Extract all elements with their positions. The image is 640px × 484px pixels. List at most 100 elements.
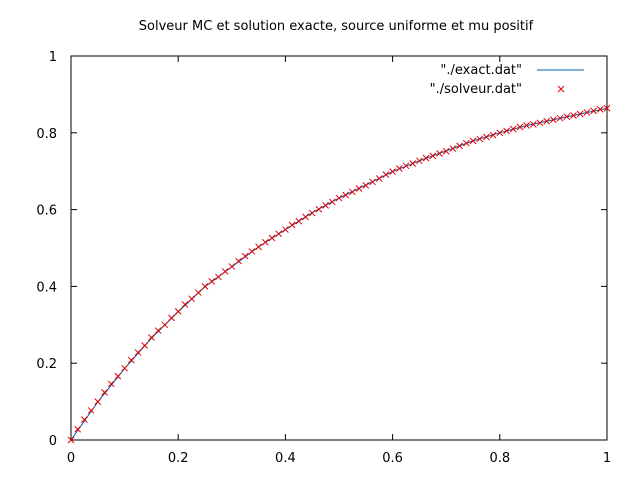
data-point-solveur	[168, 314, 175, 322]
data-point-solveur	[516, 123, 524, 131]
data-point-solveur	[369, 178, 376, 186]
data-point-solveur	[509, 125, 517, 133]
data-point-solveur	[241, 252, 249, 260]
data-point-solveur	[208, 278, 216, 285]
data-point-solveur	[228, 263, 236, 270]
x-tick-label: 1	[603, 451, 611, 466]
data-point-solveur	[389, 168, 396, 175]
data-point-solveur	[395, 165, 403, 172]
data-point-solveur	[349, 188, 356, 196]
x-tick-label: 0.4	[275, 451, 296, 466]
data-point-solveur	[67, 436, 75, 444]
y-tick-label: 1	[49, 50, 57, 65]
data-point-solveur	[570, 112, 577, 119]
data-point-solveur	[101, 389, 108, 396]
data-point-solveur	[282, 226, 289, 233]
data-point-solveur	[556, 114, 564, 122]
data-point-solveur	[590, 107, 597, 115]
data-point-solveur	[603, 104, 611, 112]
y-tick-label: 0.4	[36, 280, 57, 295]
data-point-solveur	[503, 127, 510, 135]
data-point-solveur	[295, 217, 303, 225]
data-point-solveur	[449, 145, 457, 152]
data-point-solveur	[107, 380, 115, 388]
legend-swatch-marker	[557, 85, 565, 93]
data-point-solveur	[188, 295, 195, 303]
data-point-solveur	[402, 162, 410, 170]
data-point-solveur	[235, 257, 242, 265]
legend-label: "./exact.dat"	[440, 63, 522, 78]
x-tick-label: 0.8	[489, 451, 510, 466]
data-point-solveur	[469, 137, 477, 145]
data-point-solveur	[215, 273, 222, 281]
data-point-solveur	[121, 364, 128, 372]
data-point-solveur	[483, 133, 490, 141]
data-point-solveur	[456, 142, 463, 150]
data-point-solveur	[429, 152, 437, 160]
data-point-solveur	[576, 110, 584, 118]
data-point-solveur	[134, 349, 142, 356]
legend: "./exact.dat" "./solveur.dat"	[430, 63, 584, 97]
data-point-solveur	[416, 157, 423, 165]
y-tick-label: 0.8	[36, 127, 57, 142]
data-point-solveur	[496, 129, 504, 137]
data-point-solveur	[161, 321, 169, 329]
data-point-solveur	[523, 122, 530, 129]
data-point-solveur	[221, 268, 229, 275]
x-tick-label: 0	[67, 451, 75, 466]
data-point-solveur	[355, 185, 363, 192]
data-point-solveur	[342, 191, 350, 199]
legend-label: "./solveur.dat"	[430, 82, 522, 97]
data-point-solveur	[596, 106, 604, 113]
data-point-solveur	[248, 248, 256, 255]
data-point-solveur	[261, 238, 269, 246]
data-point-solveur	[148, 334, 155, 341]
y-tick-label: 0	[49, 434, 57, 449]
data-point-solveur	[422, 154, 430, 162]
data-point-solveur	[563, 113, 571, 121]
data-point-solveur	[81, 416, 88, 424]
series-line-exact	[70, 107, 608, 441]
data-point-solveur	[114, 372, 122, 380]
data-point-solveur	[489, 131, 497, 139]
data-point-solveur	[302, 213, 309, 221]
data-point-solveur	[442, 147, 450, 155]
data-point-solveur	[127, 356, 135, 364]
data-point-solveur	[462, 139, 470, 147]
data-point-solveur	[255, 243, 262, 251]
x-tick-label: 0.2	[168, 451, 189, 466]
data-point-solveur	[375, 175, 383, 182]
data-point-solveur	[362, 182, 370, 189]
data-point-solveur	[550, 116, 557, 124]
chart-title: Solveur MC et solution exacte, source un…	[139, 19, 534, 34]
data-point-solveur	[154, 327, 162, 334]
data-point-solveur	[288, 221, 296, 229]
data-point-solveur	[74, 425, 82, 433]
data-point-solveur	[201, 283, 209, 290]
data-point-solveur	[141, 342, 149, 349]
y-tick-label: 0.6	[36, 204, 57, 219]
data-point-solveur	[328, 198, 336, 206]
data-point-solveur	[335, 194, 343, 202]
data-point-solveur	[94, 398, 102, 405]
data-point-solveur	[87, 407, 95, 414]
series-layer	[67, 104, 611, 444]
data-point-solveur	[181, 301, 189, 308]
data-point-solveur	[308, 209, 316, 217]
data-point-solveur	[436, 150, 443, 157]
data-point-solveur	[382, 171, 390, 179]
data-point-solveur	[536, 119, 544, 127]
data-point-solveur	[476, 135, 484, 143]
data-point-solveur	[268, 234, 276, 242]
x-tick-label: 0.6	[382, 451, 403, 466]
data-point-solveur	[174, 308, 182, 315]
data-point-solveur	[543, 117, 551, 125]
data-point-solveur	[194, 289, 202, 296]
data-point-solveur	[315, 205, 323, 213]
plot-frame	[70, 55, 608, 441]
data-point-solveur	[529, 120, 537, 128]
data-point-solveur	[275, 230, 283, 238]
y-tick-label: 0.2	[36, 357, 57, 372]
